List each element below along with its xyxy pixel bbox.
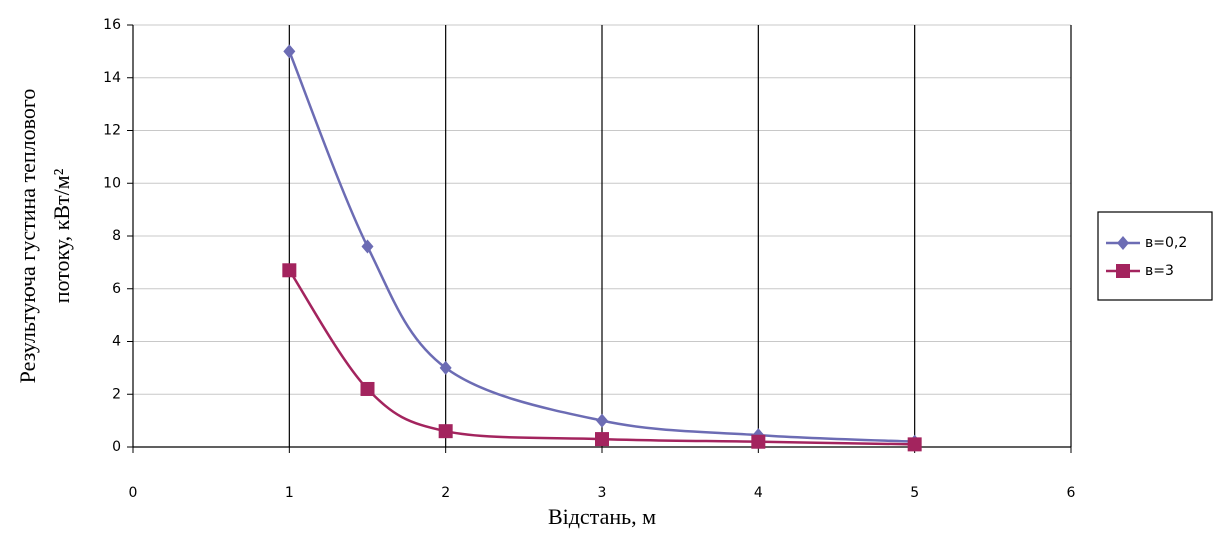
y-tick-label: 0: [112, 439, 121, 455]
y-axis-label: Результуюча густина теплового: [15, 89, 40, 384]
legend-label: в=3: [1145, 263, 1174, 279]
series-line: [288, 269, 915, 446]
marker: [438, 424, 453, 439]
legend-marker: [1117, 236, 1129, 250]
marker: [361, 239, 374, 254]
y-tick-label: 10: [103, 175, 121, 191]
x-tick-label: 0: [129, 485, 138, 501]
y-tick-label: 2: [112, 386, 121, 402]
y-tick-label: 6: [112, 281, 121, 297]
marker: [360, 381, 375, 396]
marker: [439, 360, 452, 375]
x-tick-label: 4: [754, 485, 763, 501]
marker: [751, 434, 766, 449]
y-tick-label: 12: [103, 123, 121, 139]
x-tick-label: 2: [441, 485, 450, 501]
y-tick-label: 16: [103, 17, 121, 33]
marker: [596, 413, 608, 428]
x-tick-label: 3: [598, 485, 607, 501]
y-tick-label: 4: [112, 334, 121, 350]
marker: [595, 432, 609, 447]
marker: [283, 44, 296, 59]
x-tick-label: 6: [1067, 485, 1076, 501]
y-tick-label: 14: [103, 70, 121, 86]
marker: [282, 263, 297, 278]
x-tick-label: 5: [910, 485, 919, 501]
legend-box: [1097, 211, 1213, 301]
legend-marker: [1116, 264, 1130, 278]
x-tick-label: 1: [285, 485, 294, 501]
y-tick-label: 8: [112, 228, 121, 244]
series-line: [288, 50, 915, 443]
marker: [907, 437, 922, 452]
x-axis-label: Відстань, м: [548, 504, 656, 529]
y-axis-label: потоку, кВт/м²: [49, 168, 74, 303]
legend-label: в=0,2: [1145, 235, 1187, 251]
